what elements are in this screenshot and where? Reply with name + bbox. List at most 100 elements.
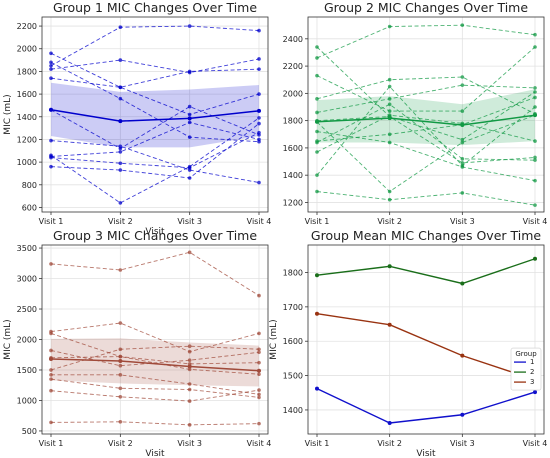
data-point: [315, 173, 319, 177]
data-point: [257, 130, 261, 135]
data-point: [257, 421, 261, 426]
y-tick-label: 1000: [17, 158, 37, 167]
individual-line: [50, 58, 260, 74]
legend-label: 2: [530, 368, 534, 376]
y-tick-label: 1500: [283, 372, 303, 381]
mean-point: [187, 364, 192, 369]
individual-line: [50, 117, 260, 204]
data-point: [387, 132, 392, 137]
data-point: [49, 368, 53, 372]
plot-frame: [41, 16, 269, 213]
individual-line: [50, 68, 260, 88]
data-point: [187, 423, 192, 427]
y-tick-label: 3500: [17, 244, 37, 253]
x-tick-label: Visit 4: [247, 439, 272, 448]
mean-point: [533, 113, 537, 118]
individual-line: [316, 84, 536, 113]
individual-line: [316, 114, 536, 153]
data-point: [257, 28, 261, 33]
data-point: [49, 155, 53, 160]
data-point: [118, 268, 123, 272]
data-point: [387, 189, 392, 194]
x-tick-label: Visit 1: [39, 217, 64, 226]
data-point: [460, 157, 465, 161]
y-tick-label: 1700: [283, 303, 303, 312]
data-point: [118, 161, 123, 166]
data-point: [533, 86, 537, 90]
data-point: [187, 349, 192, 354]
y-tick-label: 1400: [283, 406, 303, 415]
individual-line: [316, 131, 536, 182]
data-point: [118, 201, 123, 205]
data-point: [315, 73, 319, 78]
mean-line: [316, 114, 536, 126]
mean-point: [315, 119, 319, 124]
series-point: [460, 353, 465, 358]
data-point: [49, 388, 53, 393]
data-point: [257, 92, 261, 96]
x-tick-label: Visit 3: [450, 217, 475, 226]
x-tick-label: Visit 1: [305, 217, 330, 226]
data-point: [257, 137, 261, 142]
data-point: [387, 77, 392, 82]
y-tick-label: 1800: [283, 117, 303, 126]
data-point: [460, 140, 465, 145]
data-point: [118, 321, 123, 325]
data-point: [387, 113, 392, 117]
y-tick-label: 600: [22, 203, 37, 212]
series-line-group-1: [316, 388, 536, 424]
data-point: [49, 262, 53, 266]
individual-line: [316, 191, 536, 206]
data-point: [49, 420, 53, 425]
data-point: [533, 139, 537, 143]
y-tick-label: 1000: [17, 396, 37, 405]
individual-line: [51, 374, 260, 395]
data-point: [533, 45, 537, 49]
data-point: [118, 25, 123, 30]
individual-line: [50, 25, 260, 67]
data-point: [533, 178, 537, 183]
x-axis-label: Visit: [416, 449, 436, 458]
y-axis-label: MIC (mL): [269, 319, 279, 359]
data-point: [460, 109, 465, 113]
individual-line: [316, 24, 536, 59]
data-point: [460, 163, 465, 168]
data-point: [257, 395, 261, 400]
y-axis-label: MIC (mL): [3, 94, 13, 134]
plot-frame: [307, 244, 545, 435]
data-point: [187, 367, 192, 372]
data-point: [187, 69, 192, 74]
y-tick-label: 1800: [17, 67, 37, 76]
confidence-band: [317, 89, 535, 146]
data-point: [257, 347, 261, 352]
series-point: [533, 256, 537, 261]
data-point: [387, 84, 392, 89]
data-point: [118, 420, 123, 424]
data-point: [187, 344, 192, 349]
series-point: [315, 311, 319, 316]
mean-line: [50, 108, 260, 122]
chart-title: Group 2 MIC Changes Over Time: [324, 0, 528, 15]
data-point: [187, 387, 192, 392]
data-point: [118, 85, 123, 90]
data-point: [187, 165, 192, 170]
data-point: [187, 382, 192, 386]
data-point: [257, 121, 261, 126]
individual-line: [50, 106, 260, 150]
x-tick-label: Visit 2: [108, 439, 133, 448]
mean-point: [257, 108, 261, 113]
series-point: [387, 421, 392, 426]
y-tick-label: 1600: [283, 144, 303, 153]
data-point: [460, 191, 465, 195]
y-tick-label: 2200: [283, 62, 303, 71]
x-axis-label: Visit: [145, 227, 165, 237]
mean-point: [460, 123, 465, 127]
legend-box: [510, 347, 542, 391]
legend-label: 3: [530, 378, 534, 386]
data-point: [533, 95, 537, 100]
x-tick-label: Visit 4: [523, 217, 548, 226]
series-point: [460, 281, 465, 286]
individual-line: [50, 251, 260, 296]
data-point: [460, 137, 465, 142]
y-tick-label: 1200: [17, 135, 37, 144]
